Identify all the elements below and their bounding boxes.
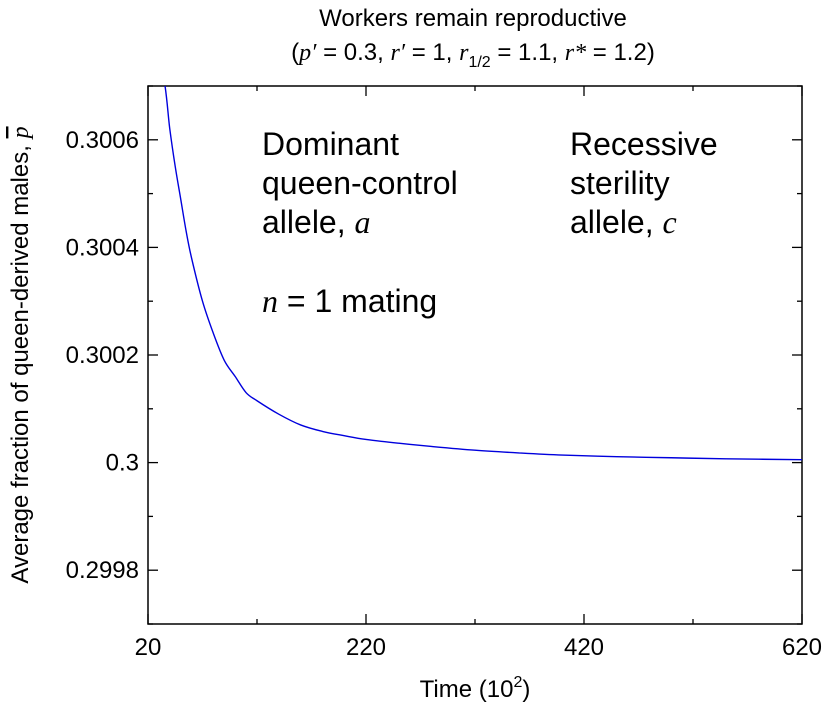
chart-subtitle: (p′ = 0.3, r′ = 1, r1/2 = 1.1, r* = 1.2) <box>291 39 655 71</box>
y-tick-labels: 0.2998 0.3 0.3002 0.3004 0.3006 <box>66 127 139 584</box>
x-axis-label: Time (102) <box>420 674 531 703</box>
svg-text:Dominant: Dominant <box>262 126 399 162</box>
annotation-dominant: Dominant queen-control allele, a <box>262 126 458 240</box>
svg-text:sterility: sterility <box>570 165 670 201</box>
annotation-mating: n = 1 mating <box>262 283 437 319</box>
y-axis-label: Average fraction of queen-derived males,… <box>7 126 34 583</box>
x-tick-label: 20 <box>135 634 162 661</box>
y-tick-label: 0.3004 <box>66 234 139 261</box>
y-tick-label: 0.3006 <box>66 127 139 154</box>
axis-ticks <box>147 85 803 625</box>
x-tick-labels: 20 220 420 620 <box>135 634 822 661</box>
svg-text:allele, a: allele, a <box>262 204 371 240</box>
y-tick-label: 0.3002 <box>66 342 139 369</box>
x-tick-label: 620 <box>782 634 822 661</box>
x-tick-label: 220 <box>346 634 386 661</box>
chart-title: Workers remain reproductive <box>319 5 627 32</box>
y-tick-label: 0.3 <box>106 450 139 477</box>
svg-text:queen-control: queen-control <box>262 165 458 201</box>
svg-text:allele, c: allele, c <box>570 204 677 240</box>
plot-frame <box>147 85 803 625</box>
series-group <box>164 86 802 461</box>
annotation-recessive: Recessive sterility allele, c <box>570 126 718 240</box>
series-line <box>164 86 802 461</box>
svg-text:Recessive: Recessive <box>570 126 718 162</box>
y-tick-label: 0.2998 <box>66 557 139 584</box>
x-tick-label: 420 <box>564 634 604 661</box>
